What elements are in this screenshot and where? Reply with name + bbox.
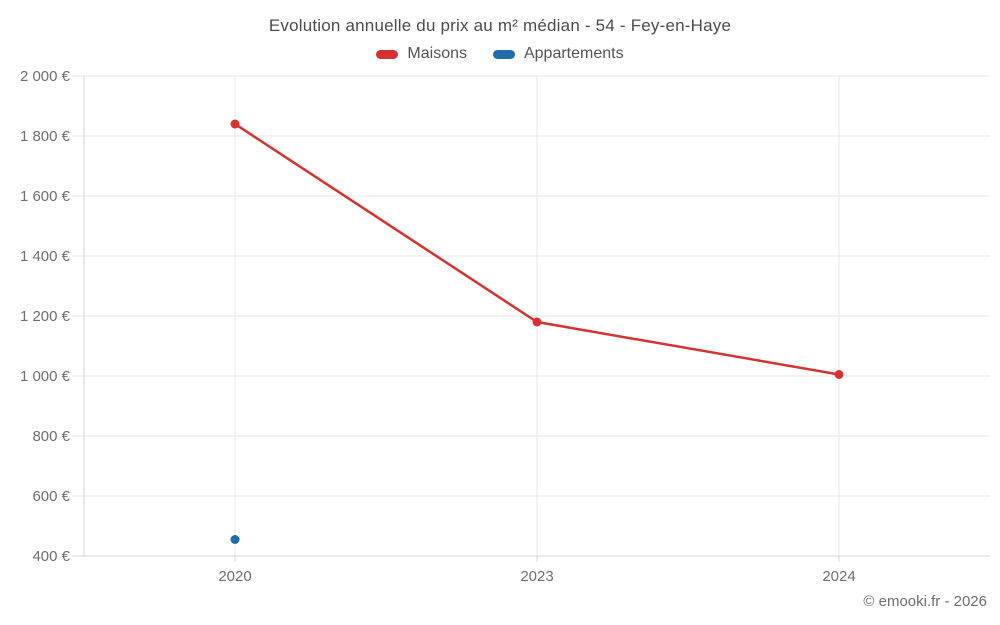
x-axis-label: 2023 (520, 568, 553, 585)
y-axis-label: 1 800 € (20, 128, 71, 145)
y-axis-label: 400 € (32, 548, 70, 565)
legend-label-appartements: Appartements (523, 45, 624, 62)
copyright-text: © emooki.fr - 2026 (863, 593, 987, 610)
chart-legend: Maisons Appartements (0, 45, 1000, 63)
data-point-maisons[interactable] (230, 119, 240, 129)
x-axis-label: 2020 (218, 568, 251, 585)
y-axis-label: 800 € (32, 428, 70, 445)
y-axis-label: 600 € (32, 488, 70, 505)
legend-item-appartements[interactable]: Appartements (492, 45, 624, 63)
data-point-appartements[interactable] (230, 535, 240, 544)
appartements-series-swatch-icon (492, 49, 515, 59)
maisons-series-swatch-icon (376, 49, 399, 59)
data-point-maisons[interactable] (532, 317, 542, 327)
y-axis-label: 1 400 € (20, 248, 71, 265)
chart-title: Evolution annuelle du prix au m² médian … (268, 16, 732, 35)
x-axis-label: 2024 (822, 568, 855, 585)
legend-item-maisons[interactable]: Maisons (376, 45, 467, 63)
y-axis-label: 1 000 € (20, 368, 71, 385)
y-axis-label: 1 200 € (20, 308, 71, 325)
y-axis-label: 2 000 € (20, 68, 71, 85)
y-axis-label: 1 600 € (20, 188, 71, 205)
data-point-maisons[interactable] (834, 370, 844, 379)
legend-label-maisons: Maisons (407, 45, 467, 62)
